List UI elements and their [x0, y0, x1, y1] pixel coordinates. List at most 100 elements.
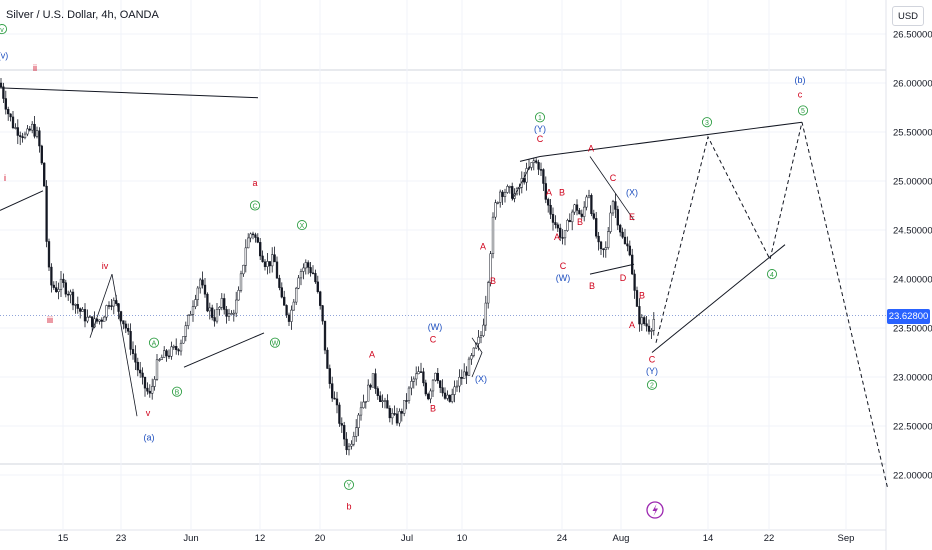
- candle: [647, 319, 651, 335]
- candle: [220, 293, 223, 311]
- candle: [249, 232, 252, 243]
- candle: [2, 82, 5, 103]
- candle: [7, 106, 10, 121]
- candle: [280, 282, 283, 299]
- x-tick-label: 14: [703, 533, 714, 544]
- candle: [400, 408, 403, 422]
- svg-text:B: B: [175, 390, 180, 397]
- candle: [537, 159, 540, 176]
- candle: [88, 315, 91, 318]
- candle: [597, 231, 600, 251]
- wave-label-circled: 2: [646, 379, 658, 390]
- candle: [59, 271, 63, 297]
- candle: [16, 119, 19, 145]
- candle: [393, 405, 396, 416]
- candle: [23, 131, 27, 140]
- candle: [491, 212, 495, 259]
- candle: [175, 338, 178, 355]
- candle: [187, 314, 190, 330]
- wave-label: E: [629, 212, 635, 222]
- trendline: [519, 156, 541, 162]
- wave-label: a: [252, 178, 257, 188]
- candle: [316, 275, 319, 294]
- lightning-icon: [652, 504, 658, 516]
- candle: [91, 316, 94, 332]
- candle: [441, 379, 444, 397]
- candle: [407, 386, 411, 404]
- wave-label: (X): [626, 188, 638, 198]
- wave-label-circled: 3: [701, 117, 713, 128]
- candle: [645, 315, 648, 332]
- candle: [374, 368, 377, 394]
- candle: [443, 387, 447, 400]
- candle: [367, 379, 370, 402]
- candle: [232, 309, 235, 322]
- wave-label: C: [560, 261, 567, 271]
- candle: [199, 277, 202, 294]
- chart-title: Silver / U.S. Dollar, 4h, OANDA: [6, 9, 159, 21]
- svg-text:1: 1: [538, 115, 542, 122]
- candle: [247, 233, 250, 249]
- candle: [549, 198, 552, 220]
- candle: [412, 376, 415, 389]
- candle: [110, 298, 113, 311]
- svg-text:A: A: [152, 341, 157, 348]
- candle: [304, 259, 307, 275]
- candle: [561, 229, 564, 245]
- wave-label: (v): [0, 51, 8, 61]
- candle: [177, 348, 180, 356]
- candle: [530, 162, 533, 171]
- candle: [62, 273, 65, 288]
- candle: [326, 347, 329, 369]
- y-tick-label: 22.50000: [893, 422, 932, 433]
- candle: [215, 303, 219, 324]
- wave-label: B: [639, 291, 645, 301]
- candle: [127, 323, 130, 336]
- candle: [153, 376, 156, 391]
- candle: [578, 207, 581, 215]
- candle: [331, 376, 334, 402]
- candle: [28, 125, 31, 132]
- candle: [383, 397, 387, 409]
- candle: [568, 213, 571, 223]
- candle: [424, 379, 427, 397]
- candle: [623, 228, 627, 245]
- candle: [556, 222, 559, 232]
- candle: [124, 320, 127, 333]
- candle: [19, 131, 22, 146]
- y-tick-label: 24.50000: [893, 226, 932, 237]
- candle: [71, 288, 75, 311]
- candle: [580, 209, 583, 219]
- currency-button[interactable]: USD: [892, 6, 924, 26]
- candle: [208, 302, 211, 320]
- candle: [218, 306, 221, 316]
- candle: [14, 123, 17, 130]
- trendline: [589, 263, 635, 275]
- candle: [496, 201, 499, 205]
- candle: [328, 364, 331, 389]
- wave-label: (X): [475, 374, 487, 384]
- wave-label: b: [346, 501, 351, 511]
- y-tick-label: 24.00000: [893, 275, 932, 286]
- candle: [599, 240, 603, 256]
- candle: [422, 367, 425, 387]
- candle: [136, 357, 139, 377]
- candle: [26, 124, 29, 137]
- candle: [155, 353, 159, 381]
- candle: [268, 261, 271, 274]
- candle: [499, 189, 502, 208]
- candle: [532, 157, 535, 171]
- candle: [172, 344, 175, 350]
- candle: [604, 241, 607, 258]
- candle: [391, 408, 394, 425]
- candle: [45, 180, 48, 248]
- candle: [105, 304, 108, 321]
- candle: [107, 301, 111, 310]
- wave-label: B: [490, 276, 496, 286]
- candle: [609, 205, 612, 234]
- candle: [590, 193, 593, 217]
- candle: [184, 321, 187, 342]
- candle: [626, 236, 629, 252]
- candle: [652, 312, 655, 336]
